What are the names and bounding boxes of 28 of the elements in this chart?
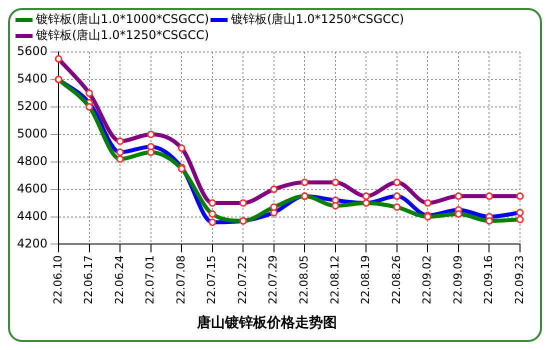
legend-label: 镀锌板(唐山1.0*1000*CSGCC): [35, 12, 210, 26]
x-tick-label: 22.07.15: [205, 255, 218, 304]
x-tick-label: 22.09.16: [482, 255, 496, 304]
y-tick-label: 5200: [16, 99, 48, 114]
x-tick-label: 22.08.05: [298, 255, 311, 304]
legend-label: 镀锌板(唐山1.0*1250*CSGCC): [35, 28, 210, 42]
x-tick-label: 22.06.24: [112, 255, 126, 304]
x-tick-label: 22.07.22: [236, 255, 249, 304]
y-tick-label: 4600: [16, 181, 48, 196]
x-tick-label: 22.06.17: [82, 255, 96, 304]
x-tick-label: 22.09.09: [451, 255, 464, 304]
x-tick-label: 22.07.01: [144, 255, 157, 304]
x-tick-label: 22.08.26: [390, 255, 403, 304]
x-tick-label: 22.07.08: [174, 255, 188, 304]
x-tick-label: 22.09.02: [420, 255, 434, 304]
y-tick-label: 4800: [16, 154, 48, 168]
y-tick-label: 5400: [16, 72, 48, 86]
x-tick-label: 22.07.29: [266, 255, 280, 304]
x-tick-label: 22.06.10: [51, 255, 64, 304]
y-tick-label: 5600: [16, 44, 48, 58]
x-tick-label: 22.09.23: [512, 255, 526, 304]
x-tick-label: 22.08.19: [359, 255, 372, 304]
y-tick-label: 5000: [16, 126, 48, 141]
y-tick-label: 4200: [16, 236, 48, 250]
y-tick-label: 4400: [16, 208, 48, 223]
x-tick-label: 22.08.12: [328, 255, 342, 304]
legend-label: 镀锌板(唐山1.0*1250*CSGCC): [230, 12, 404, 26]
text: 唐山镀锌板价格走势图: [196, 314, 337, 332]
